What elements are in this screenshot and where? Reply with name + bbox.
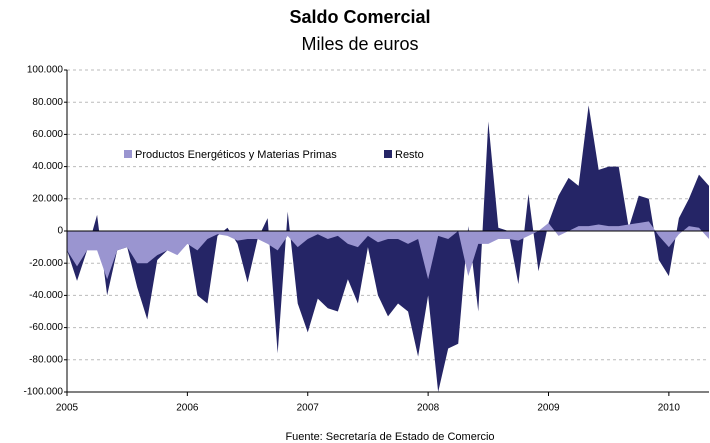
x-tick-label: 2010 xyxy=(658,403,681,414)
x-tick-label: 2007 xyxy=(297,403,320,414)
legend-label: Resto xyxy=(395,149,424,161)
legend-swatch xyxy=(384,150,392,158)
legend-label: Productos Energéticos y Materias Primas xyxy=(135,149,337,161)
y-tick-label: -60.000 xyxy=(29,322,63,333)
y-tick-label: 40.000 xyxy=(32,161,63,172)
y-tick-label: 60.000 xyxy=(32,129,63,140)
area xyxy=(67,105,709,393)
y-tick-label: 80.000 xyxy=(32,97,63,108)
y-tick-label: 100.000 xyxy=(27,65,64,76)
chart-title: Saldo Comercial xyxy=(289,7,430,27)
y-tick-label: -80.000 xyxy=(29,354,63,365)
chart-subtitle: Miles de euros xyxy=(301,34,418,54)
x-tick-label: 2005 xyxy=(56,403,79,414)
x-tick-label: 2006 xyxy=(176,403,199,414)
y-tick-label: -40.000 xyxy=(29,290,63,301)
y-tick-label: 20.000 xyxy=(32,193,63,204)
x-tick-label: 2009 xyxy=(537,403,560,414)
y-tick-label: -20.000 xyxy=(29,258,63,269)
area xyxy=(67,221,709,280)
y-tick-label: -100.000 xyxy=(24,387,64,398)
source: Fuente: Secretaría de Estado de Comercio xyxy=(285,431,494,443)
y-tick-label: 0 xyxy=(57,226,63,237)
x-tick-label: 2008 xyxy=(417,403,440,414)
legend-swatch xyxy=(124,150,132,158)
